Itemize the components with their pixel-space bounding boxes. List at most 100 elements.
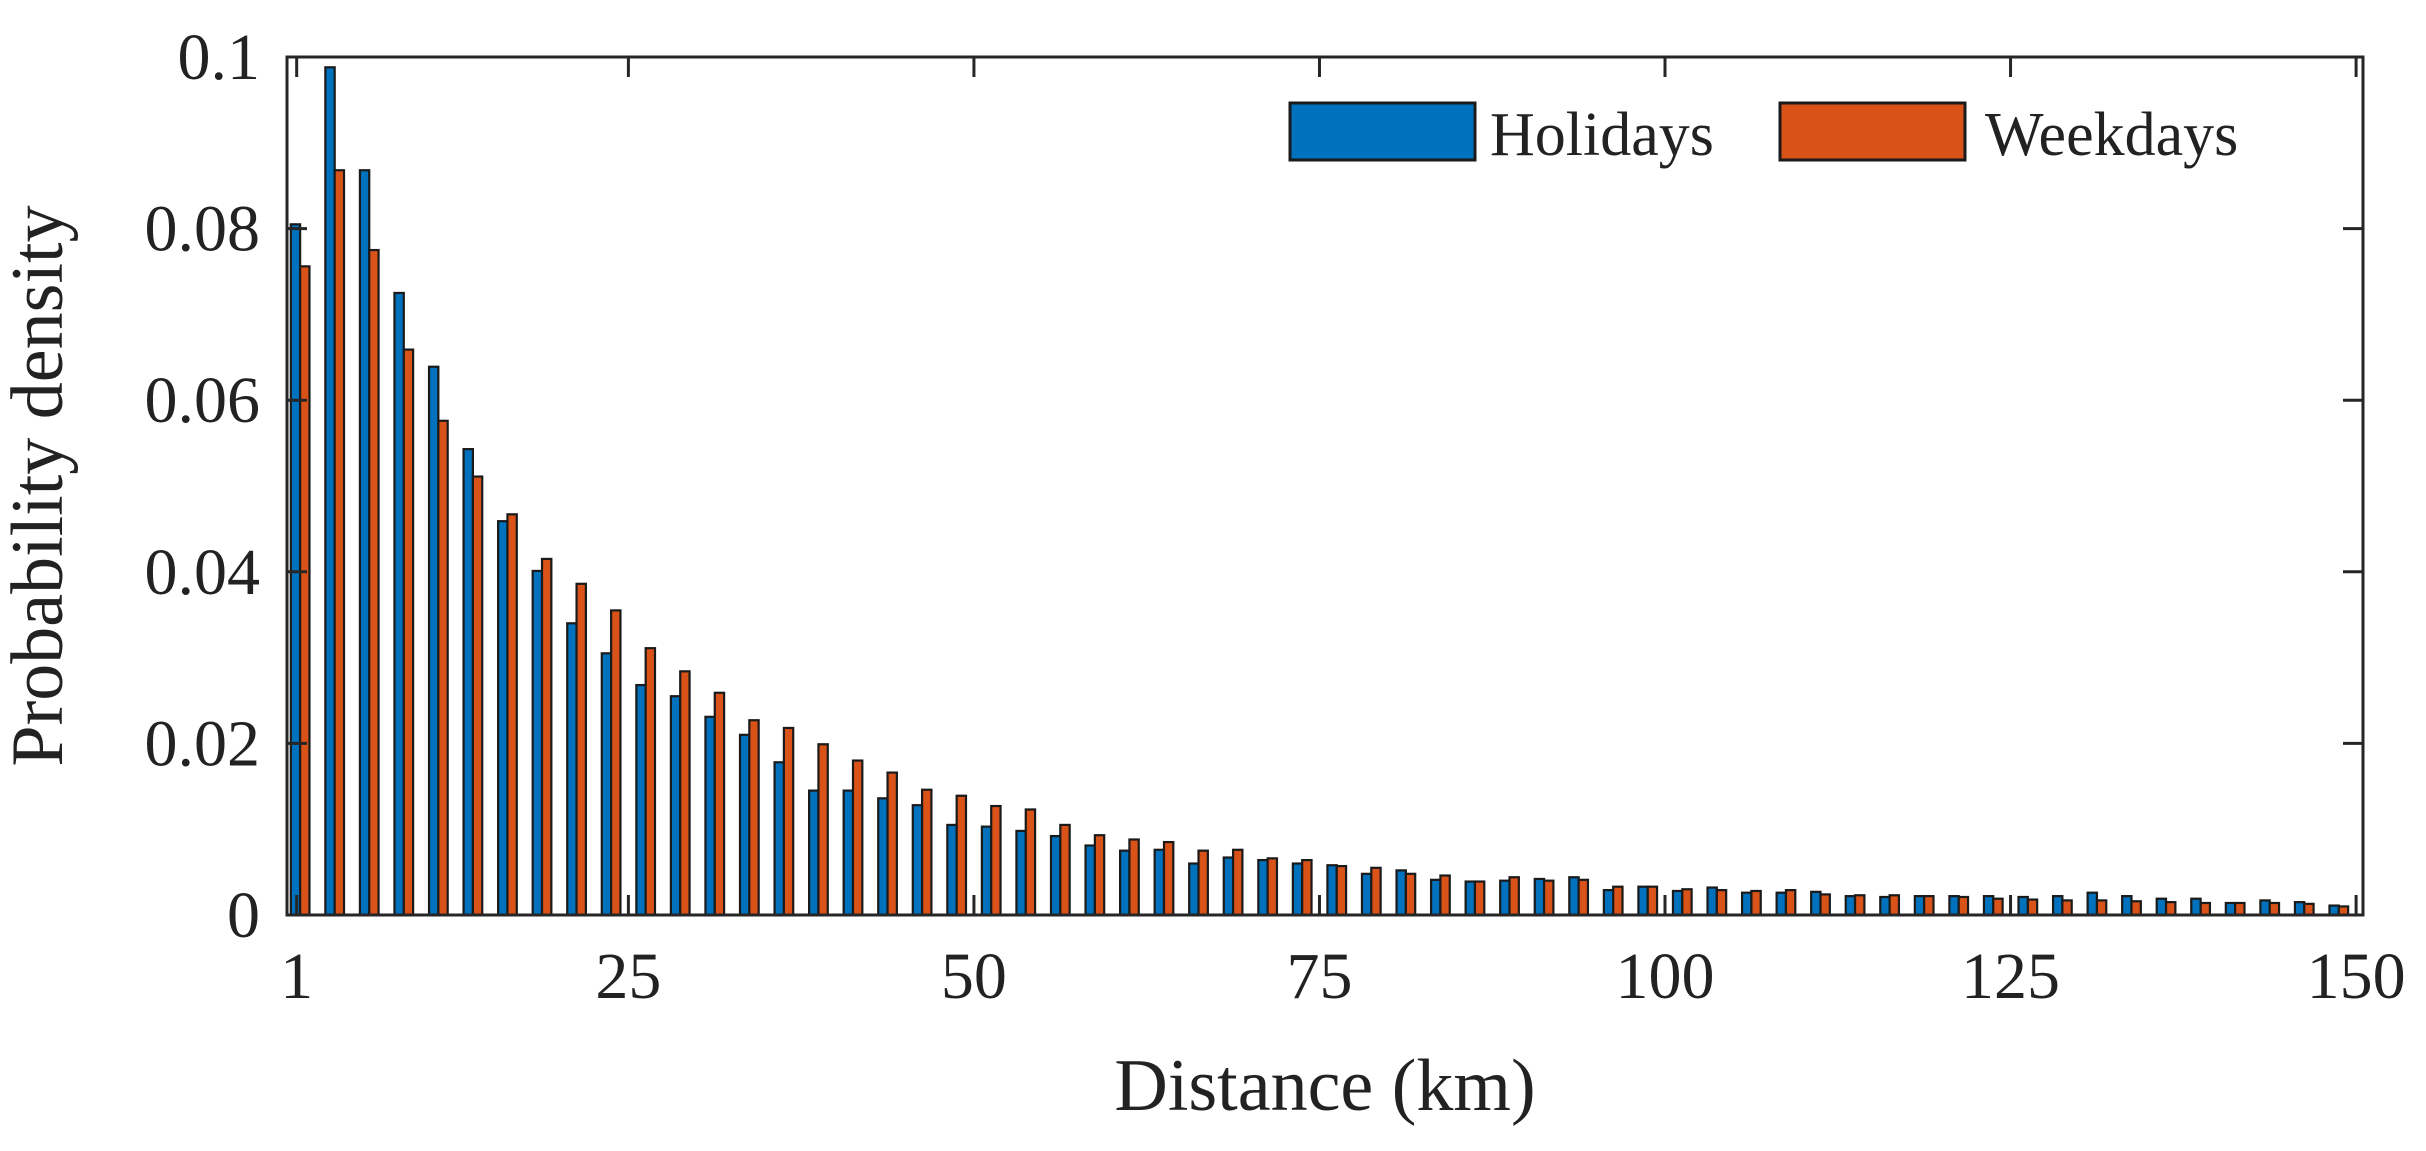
bar-weekdays xyxy=(1819,893,1831,917)
bar-holidays xyxy=(1015,829,1027,917)
bar-holidays xyxy=(1706,886,1718,917)
bar-weekdays xyxy=(990,804,1002,917)
bar-holidays xyxy=(669,695,682,917)
bar-holidays xyxy=(600,652,613,917)
bar-weekdays xyxy=(1508,876,1520,917)
bar-holidays xyxy=(289,223,302,917)
bar-holidays xyxy=(946,823,958,917)
x-tick-label: 25 xyxy=(595,940,661,1013)
y-tick-labels: 0 0.02 0.04 0.06 0.08 0.1 xyxy=(145,21,261,952)
bar-weekdays xyxy=(540,557,553,917)
bar-weekdays xyxy=(2095,899,2108,917)
bar-holidays xyxy=(2121,895,2133,917)
bar-holidays xyxy=(1326,864,1338,917)
bar-holidays xyxy=(324,66,336,917)
bar-weekdays xyxy=(1370,866,1382,917)
bar-holidays xyxy=(842,789,855,917)
tick-marks xyxy=(287,55,2363,917)
bar-weekdays xyxy=(886,771,898,917)
bar-holidays xyxy=(1879,895,1891,917)
bar-weekdays xyxy=(575,582,587,917)
bar-holidays xyxy=(1533,877,1546,917)
bar-weekdays xyxy=(333,169,346,917)
bar-weekdays xyxy=(1024,808,1037,917)
bar-weekdays xyxy=(851,759,864,917)
bar-holidays xyxy=(1257,858,1269,917)
bar-weekdays xyxy=(748,719,760,917)
bar-weekdays xyxy=(713,691,726,917)
bar-weekdays xyxy=(1923,895,1935,917)
x-tick-label: 125 xyxy=(1961,940,2060,1013)
bar-weekdays xyxy=(1957,895,1970,917)
bar-holidays xyxy=(2259,899,2271,917)
bar-holidays xyxy=(427,365,440,917)
bar-weekdays xyxy=(1093,834,1106,917)
x-axis-title: Distance (km) xyxy=(1114,1045,1535,1127)
x-tick-label: 75 xyxy=(1286,940,1352,1013)
y-tick-label: 0.06 xyxy=(145,364,261,437)
plot-frame xyxy=(285,55,2365,917)
legend-swatch-holidays xyxy=(1288,101,1477,162)
bar-weekdays xyxy=(2164,901,2177,917)
bar-holidays xyxy=(1740,891,1753,917)
bar-holidays xyxy=(1395,869,1407,917)
bar-weekdays xyxy=(1992,897,2004,917)
bar-weekdays xyxy=(1646,885,1659,917)
bar-holidays xyxy=(1049,834,1062,917)
bar-holidays xyxy=(877,797,889,917)
bar-holidays xyxy=(1429,878,1442,917)
bar-holidays xyxy=(980,825,993,917)
bar-holidays xyxy=(1844,895,1857,917)
bar-holidays xyxy=(1464,880,1477,917)
bar-weekdays xyxy=(1162,840,1175,917)
legend: Holidays Weekdays xyxy=(1288,101,2238,169)
bar-weekdays xyxy=(2026,898,2039,917)
legend-label-weekdays: Weekdays xyxy=(1985,101,2238,169)
y-axis-title: Probability density xyxy=(0,205,79,766)
bar-holidays xyxy=(2155,897,2168,917)
x-tick-labels: 1 25 50 75 100 125 150 xyxy=(280,940,2405,1013)
bar-holidays xyxy=(1602,889,1615,917)
legend-swatch-weekdays xyxy=(1778,101,1967,162)
bar-weekdays xyxy=(1231,848,1244,917)
bar-holidays xyxy=(2086,891,2099,917)
bar-holidays xyxy=(1671,889,1684,917)
bar-weekdays xyxy=(1853,894,1866,917)
bar-weekdays xyxy=(1404,872,1417,917)
bar-holidays xyxy=(1982,895,1995,917)
bar-weekdays xyxy=(679,670,691,917)
bar-weekdays xyxy=(1128,838,1140,917)
bar-holidays xyxy=(2051,895,2064,917)
bar-weekdays xyxy=(506,513,518,917)
bar-holidays xyxy=(358,169,371,917)
bar-weekdays xyxy=(437,419,449,917)
bar-holidays xyxy=(1637,885,1649,917)
bar-weekdays xyxy=(1542,879,1555,917)
y-tick-label: 0.08 xyxy=(145,193,261,266)
y-tick-label: 0.1 xyxy=(178,21,261,94)
bar-holidays xyxy=(635,683,647,917)
bar-holidays xyxy=(1913,895,1926,917)
y-tick-label: 0.02 xyxy=(145,707,261,780)
bar-holidays xyxy=(1188,862,1200,917)
bar-holidays xyxy=(1291,862,1304,917)
bar-weekdays xyxy=(1784,889,1797,917)
bar-weekdays xyxy=(1888,894,1901,917)
bar-holidays xyxy=(704,715,716,917)
x-tick-label: 150 xyxy=(2307,940,2406,1013)
bar-weekdays xyxy=(2234,901,2246,917)
bar-holidays xyxy=(393,291,405,917)
bar-holidays xyxy=(566,622,578,917)
bar-holidays xyxy=(1775,891,1788,917)
bar-weekdays xyxy=(1612,885,1624,917)
bar-weekdays xyxy=(955,794,968,917)
bar-weekdays xyxy=(2199,901,2212,917)
bar-weekdays xyxy=(782,726,795,917)
bar-weekdays xyxy=(1473,880,1486,917)
bar-weekdays xyxy=(1681,888,1693,917)
x-tick-label: 1 xyxy=(280,940,313,1013)
bar-holidays xyxy=(1222,856,1235,917)
bar-weekdays xyxy=(471,475,484,917)
bar-holidays xyxy=(1153,848,1166,917)
